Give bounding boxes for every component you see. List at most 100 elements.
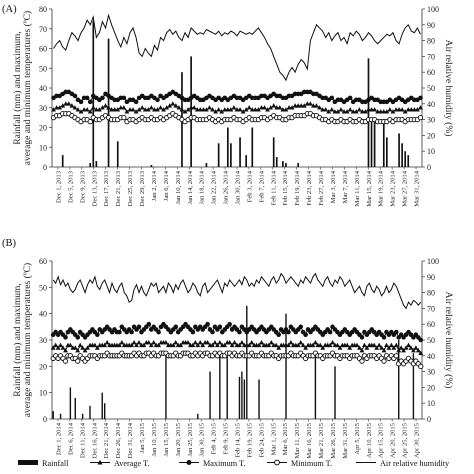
series-2-point-52 xyxy=(210,107,215,112)
left-axis-title-line2: average and minimum temperatures (ºC) xyxy=(22,263,33,417)
rainfall-bar-21 xyxy=(103,403,106,419)
series-2-point-109 xyxy=(384,109,390,114)
series-2-point-29 xyxy=(139,105,145,110)
series-2-point-74 xyxy=(232,340,237,345)
rainfall-bar-14 xyxy=(95,161,98,167)
rainfall-bar-72 xyxy=(272,137,275,167)
series-2-point-59 xyxy=(195,342,201,348)
series-2-point-37 xyxy=(141,342,147,348)
series-1-point-91 xyxy=(329,95,335,101)
series-2-point-88 xyxy=(320,107,326,112)
series-2-point-34 xyxy=(134,342,139,348)
rainfall-bar-50 xyxy=(205,163,208,167)
series-2-point-11 xyxy=(77,342,83,348)
series-2-point-85 xyxy=(259,340,264,345)
series-2-point-55 xyxy=(219,109,225,114)
series-2-point-110 xyxy=(320,345,326,350)
x-tick-label: Apr 25, 2015 xyxy=(402,422,409,458)
left-axis-title: Rainfall (mm) and maximum,average and mi… xyxy=(12,263,33,417)
series-line xyxy=(52,272,422,310)
series-3-point-5 xyxy=(62,358,69,364)
x-tick-label: Jan 22, 2014 xyxy=(211,170,218,204)
panel-label: (A) xyxy=(2,4,17,15)
rainfall-bar-12 xyxy=(89,163,92,167)
legend-label: Minimum T. xyxy=(291,459,332,468)
x-tick-label: Jan 15, 2015 xyxy=(163,422,170,456)
right-tick-label: 60 xyxy=(427,68,435,77)
series-2-point-14 xyxy=(93,107,99,112)
series-2-point-62 xyxy=(240,109,246,114)
series-2-point-136 xyxy=(384,342,389,348)
series-2-point-21 xyxy=(102,342,108,348)
series-2-point-89 xyxy=(268,340,274,345)
series-rainfall xyxy=(61,20,410,167)
series-2-point-120 xyxy=(418,105,423,110)
series-2-point-93 xyxy=(335,109,341,114)
series-2-point-116 xyxy=(405,107,411,112)
rainfall-bar-61 xyxy=(239,137,241,167)
series-2-point-112 xyxy=(393,107,399,112)
series-2-point-104 xyxy=(369,107,374,112)
series-2-point-57 xyxy=(225,107,231,112)
series-2-point-61 xyxy=(237,107,243,112)
series-2-point-34 xyxy=(155,107,160,112)
rainfall-bar-54 xyxy=(217,143,220,167)
x-tick-label: Mar 26, 2015 xyxy=(330,422,337,458)
series-2-point-131 xyxy=(371,342,377,348)
series-2-point-68 xyxy=(259,105,264,110)
left-tick-label: 60 xyxy=(39,45,47,54)
series-2-point-132 xyxy=(374,345,380,350)
series-2-point-113 xyxy=(396,107,402,112)
rainfall-bar-80 xyxy=(297,163,299,167)
series-2-point-38 xyxy=(167,103,173,108)
series-1-point-18 xyxy=(95,332,100,338)
x-tick-label: Mar 16, 2015 xyxy=(306,422,313,458)
rainfall-bar-114 xyxy=(401,143,403,167)
series-2-point-36 xyxy=(161,107,167,112)
x-tick-label: Feb 3, 2014 xyxy=(246,170,253,202)
left-tick-label: 10 xyxy=(39,389,47,398)
x-tick-label: Dec 1, 2014 xyxy=(55,422,62,455)
rainfall-bar-12 xyxy=(81,413,84,419)
series-2-point-92 xyxy=(332,109,338,114)
series-2-point-44 xyxy=(185,107,191,112)
series-2-point-43 xyxy=(156,342,161,348)
rainfall-bar-58 xyxy=(230,143,232,167)
series-3-point-126 xyxy=(359,358,365,364)
series-3-point-12 xyxy=(87,118,93,125)
legend-item: Maximum T. xyxy=(179,459,245,468)
series-1-point-63 xyxy=(205,321,210,327)
rainfall-bar-73 xyxy=(275,157,278,167)
series-minimum-t- xyxy=(50,111,424,125)
series-2-point-17 xyxy=(103,103,108,108)
series-2-point-67 xyxy=(214,342,220,348)
series-2-point-134 xyxy=(379,345,384,350)
rainfall-bar-68 xyxy=(219,355,221,419)
x-tick-label: Dec 6, 2014 xyxy=(67,422,74,455)
series-1-point-150 xyxy=(418,337,424,343)
series-2-point-58 xyxy=(192,340,198,345)
series-2-point-21 xyxy=(115,107,121,112)
right-tick-label: 40 xyxy=(427,352,435,361)
rainfall-bar-109 xyxy=(385,137,388,167)
x-tick-label: Feb 27, 2014 xyxy=(318,170,325,205)
x-tick-label: Apr 30, 2015 xyxy=(414,422,421,458)
series-2-point-61 xyxy=(200,342,206,348)
series-2-point-120 xyxy=(344,342,350,348)
rainfall-bar-3 xyxy=(61,155,64,167)
series-2-point-35 xyxy=(136,340,142,345)
series-2-point-27 xyxy=(133,109,139,114)
x-tick-label: Jan 10, 2015 xyxy=(151,422,158,456)
series-1-point-50 xyxy=(173,324,179,330)
series-2-point-126 xyxy=(359,347,365,353)
right-tick-label: 10 xyxy=(427,147,435,156)
series-2-point-101 xyxy=(359,109,365,114)
right-tick-label: 10 xyxy=(427,399,435,408)
series-line xyxy=(53,13,421,82)
x-tick-label: Feb 15, 2014 xyxy=(282,170,289,205)
legend-triangle-marker xyxy=(97,459,103,465)
rainfall-bar-103 xyxy=(367,58,370,167)
series-2-point-114 xyxy=(330,340,335,345)
series-2-point-54 xyxy=(216,107,222,112)
series-2-point-49 xyxy=(170,342,176,348)
